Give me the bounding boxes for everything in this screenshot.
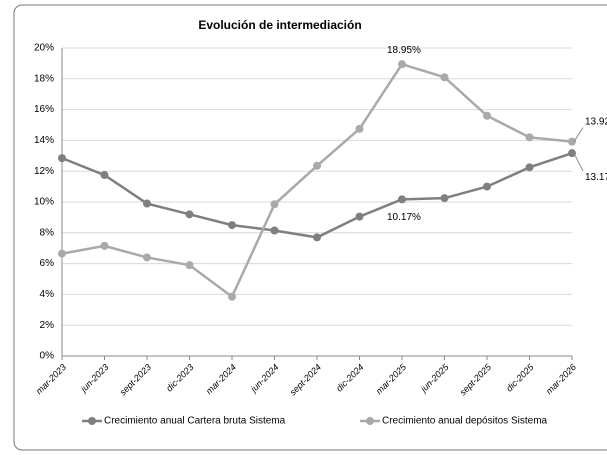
y-tick-label: 20% — [34, 43, 54, 54]
data-point — [440, 73, 449, 82]
data-point — [355, 212, 364, 221]
data-label: 18.95% — [387, 45, 421, 56]
y-tick-label: 16% — [34, 104, 54, 115]
data-label: 10.17% — [387, 212, 421, 223]
y-tick-label: 18% — [34, 73, 54, 84]
y-tick-label: 0% — [40, 351, 55, 362]
chart-title: Evolución de intermediación — [198, 18, 361, 32]
data-label: 13.92% — [585, 116, 607, 127]
data-point — [228, 292, 236, 301]
data-point — [143, 253, 151, 262]
data-point — [270, 226, 279, 235]
legend-marker — [88, 417, 96, 425]
data-point — [483, 111, 491, 120]
chart-border — [13, 4, 607, 451]
legend-marker — [366, 417, 374, 425]
legend-label: Crecimiento anual depósitos Sistema — [382, 416, 548, 427]
data-point — [185, 210, 194, 219]
data-point — [398, 60, 406, 69]
data-point — [270, 200, 279, 209]
leader-line — [573, 152, 584, 172]
y-tick-label: 4% — [40, 289, 55, 300]
data-point — [568, 149, 576, 158]
data-point — [440, 194, 449, 203]
data-point — [228, 221, 236, 230]
data-point — [483, 182, 491, 191]
data-point — [398, 195, 406, 204]
legend-label: Crecimiento anual Cartera bruta Sistema — [104, 416, 286, 427]
data-point — [58, 249, 66, 258]
data-point — [355, 124, 364, 133]
data-point — [58, 154, 66, 163]
y-tick-label: 2% — [40, 320, 55, 331]
data-point — [313, 161, 321, 170]
data-label: 13.17% — [585, 172, 607, 183]
data-point — [568, 137, 576, 146]
y-tick-label: 14% — [34, 135, 54, 146]
data-point — [100, 241, 109, 250]
y-tick-label: 6% — [40, 258, 55, 269]
data-point — [525, 133, 534, 142]
data-point — [143, 199, 151, 208]
y-tick-label: 8% — [40, 227, 55, 238]
y-tick-label: 12% — [34, 166, 54, 177]
data-point — [100, 171, 109, 180]
leader-line — [573, 127, 584, 142]
y-tick-label: 10% — [34, 197, 54, 208]
data-point — [525, 163, 534, 172]
data-point — [313, 233, 321, 242]
data-point — [185, 261, 194, 270]
